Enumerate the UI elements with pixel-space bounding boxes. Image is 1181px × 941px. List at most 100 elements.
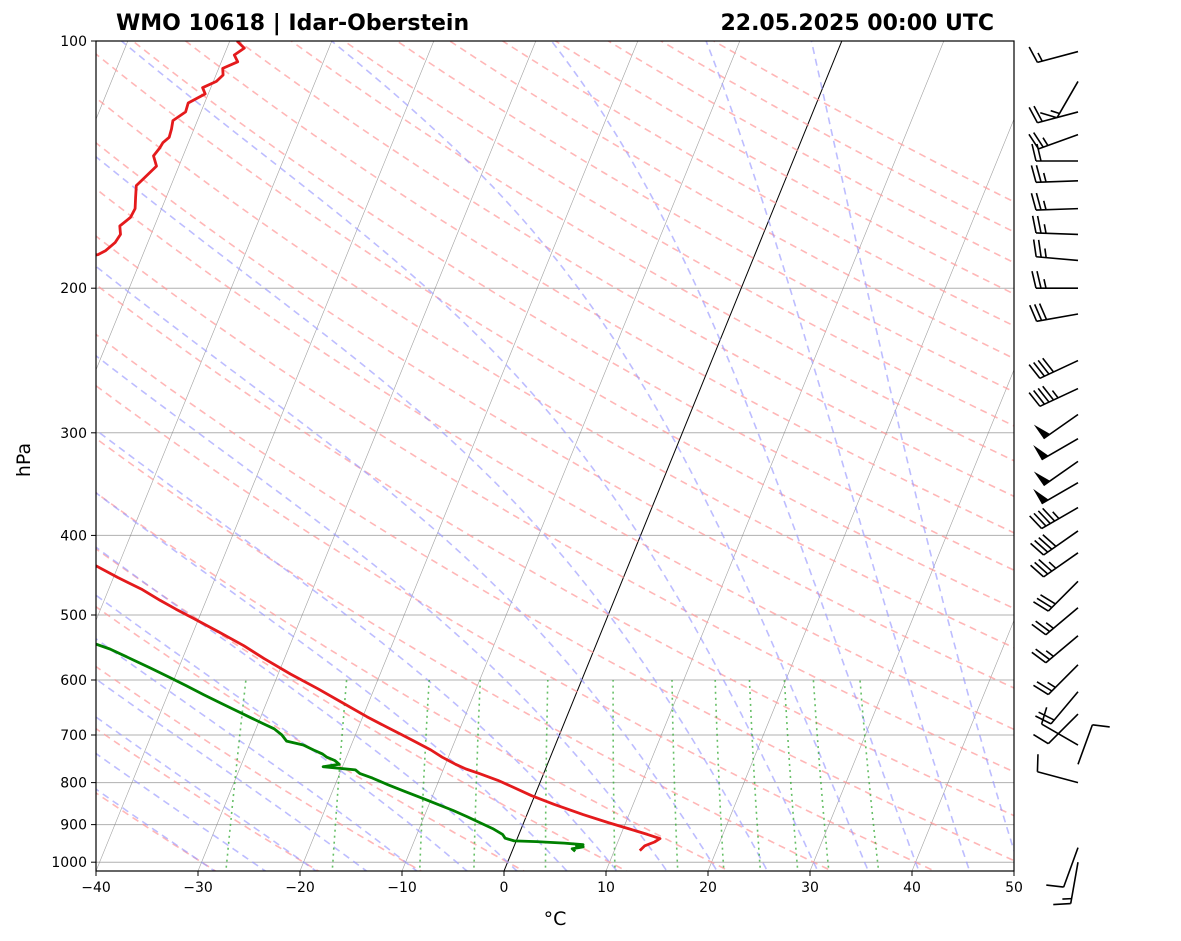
barb-full-feather: [1042, 357, 1055, 373]
zero-isotherm: [503, 41, 843, 871]
barb-full-feather: [1036, 215, 1042, 234]
mixing-ratio-line: [331, 679, 348, 871]
barb-full-feather: [1033, 512, 1047, 527]
barb-full-feather: [1033, 389, 1046, 405]
dry-adiabat: [448, 41, 1014, 360]
dry-adiabat: [96, 437, 834, 871]
y-tick-label: 600: [60, 673, 87, 689]
wind-barb: [1046, 847, 1079, 888]
y-tick-label: 500: [60, 608, 87, 624]
mixing-ratio-line: [714, 679, 725, 871]
wind-barb: [1031, 635, 1079, 664]
barb-staff: [1062, 847, 1079, 888]
dry-adiabat: [659, 41, 1014, 233]
barb-staff: [1050, 691, 1079, 725]
wind-barb: [1028, 385, 1079, 408]
barb-staff: [1041, 506, 1079, 530]
barb-full-feather: [1030, 193, 1037, 211]
x-tick-label: −10: [387, 880, 417, 896]
wind-barb: [1033, 664, 1079, 696]
moist-adiabat: [96, 678, 368, 871]
moist-adiabat: [96, 716, 318, 871]
barb-full-feather: [1035, 715, 1052, 725]
dewpoint-profile: [96, 642, 585, 853]
barb-full-feather: [1029, 304, 1038, 322]
x-tick-label: 0: [500, 880, 509, 896]
barb-staff: [1043, 530, 1079, 556]
barb-staff: [1039, 387, 1079, 408]
barb-full-feather: [1033, 684, 1049, 696]
barb-staff: [1045, 635, 1079, 664]
barb-staff: [1037, 770, 1079, 784]
dry-adiabat: [96, 605, 526, 871]
barb-staff: [1035, 207, 1079, 211]
y-tick-label: 300: [60, 426, 87, 442]
dry-adiabat: [342, 41, 1014, 427]
y-tick-label: 700: [60, 728, 87, 744]
barb-half-feather: [1050, 109, 1060, 115]
barb-full-feather: [1033, 733, 1049, 745]
x-tick-label: 50: [1005, 880, 1023, 896]
moist-adiabat: [96, 491, 569, 871]
barb-half-feather: [1042, 172, 1047, 183]
barb-full-feather: [1028, 107, 1039, 124]
barb-full-feather: [1042, 534, 1057, 548]
y-tick-label: 1000: [51, 855, 87, 871]
dry-adiabat: [237, 41, 1014, 498]
wind-barb: [1033, 438, 1079, 461]
barb-pennant: [1033, 424, 1051, 439]
isotherm: [401, 41, 741, 871]
barb-staff: [1036, 313, 1079, 323]
barb-pennant: [1033, 444, 1049, 460]
barb-staff: [1047, 664, 1079, 696]
isotherm: [911, 619, 1014, 871]
barb-pennant: [1033, 488, 1049, 504]
isotherm: [96, 41, 333, 622]
y-tick-label: 200: [60, 281, 87, 297]
barb-full-feather: [1028, 392, 1041, 407]
isotherm: [605, 41, 945, 871]
mixing-ratio-line: [671, 679, 679, 871]
dry-adiabat: [289, 41, 1014, 462]
dry-adiabat: [96, 333, 1014, 862]
wind-barb: [1031, 215, 1079, 236]
isotherm: [197, 41, 537, 871]
barb-staff: [1047, 580, 1079, 612]
y-tick-label: 100: [60, 34, 87, 50]
barb-full-feather: [1038, 711, 1055, 721]
moist-adiabat: [96, 429, 618, 871]
sounding-profiles: [96, 41, 662, 853]
barb-half-feather: [1042, 137, 1049, 146]
isotherm: [1113, 23, 1181, 880]
dry-adiabat: [131, 41, 1014, 572]
wind-barb: [1077, 724, 1110, 765]
barb-full-feather: [1037, 359, 1050, 375]
barb-full-feather: [1030, 564, 1045, 578]
wind-barb: [1033, 413, 1079, 440]
barb-full-feather: [1038, 558, 1053, 572]
chart-title-station: WMO 10618 | Idar-Oberstein: [116, 11, 469, 36]
dry-adiabat: [96, 547, 629, 871]
dry-adiabat: [96, 384, 937, 871]
wind-barb: [1030, 192, 1079, 211]
chart-title-datetime: 22.05.2025 00:00 UTC: [720, 11, 994, 36]
dry-adiabat: [96, 96, 1014, 649]
moist-adiabat: [96, 265, 719, 871]
moist-adiabat: [96, 155, 769, 871]
wind-barb: [1032, 239, 1079, 262]
mixing-ratio-line: [544, 679, 549, 871]
barb-full-feather: [1031, 215, 1037, 234]
mixing-ratio-line: [812, 679, 830, 871]
barb-full-feather: [1028, 133, 1040, 150]
mixing-ratio-line: [612, 680, 616, 871]
isotherm: [96, 41, 231, 371]
dry-adiabat: [96, 235, 1014, 773]
y-tick-label: 400: [60, 528, 87, 544]
wind-barb: [1030, 530, 1079, 556]
barb-full-feather: [1031, 623, 1047, 636]
mixing-ratio-line: [748, 679, 762, 871]
dry-adiabat: [184, 41, 1014, 534]
barb-full-feather: [1028, 364, 1041, 379]
barb-half-feather: [1048, 561, 1057, 569]
mixing-ratio-line: [418, 679, 430, 871]
